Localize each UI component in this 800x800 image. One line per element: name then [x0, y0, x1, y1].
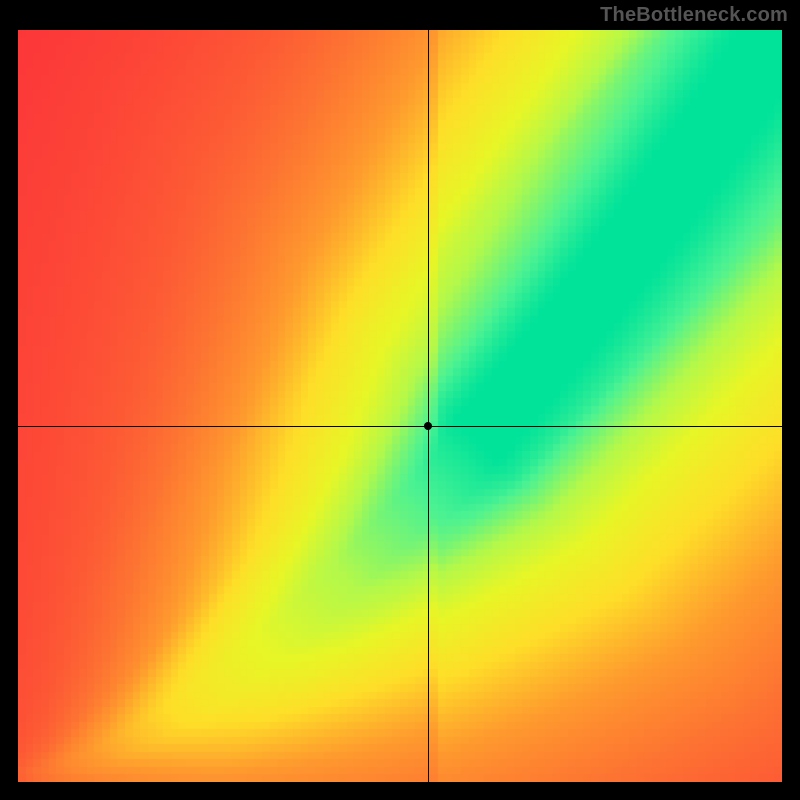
- chart-frame: TheBottleneck.com: [0, 0, 800, 800]
- heatmap-plot: [18, 30, 782, 782]
- watermark-text: TheBottleneck.com: [600, 4, 788, 27]
- heatmap-canvas: [18, 30, 782, 782]
